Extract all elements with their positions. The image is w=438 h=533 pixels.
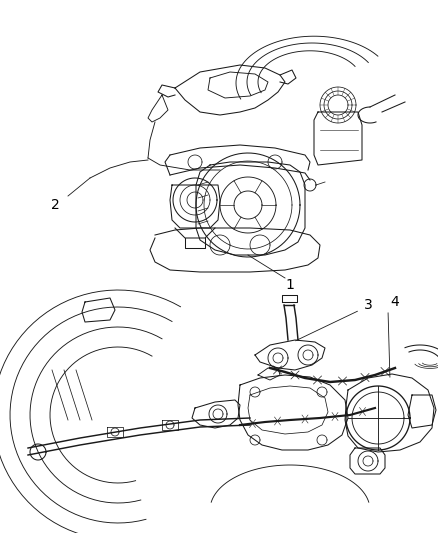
Text: 4: 4 [390,295,399,309]
Text: 2: 2 [50,198,59,212]
Text: 3: 3 [363,298,371,312]
Text: 1: 1 [285,278,294,292]
